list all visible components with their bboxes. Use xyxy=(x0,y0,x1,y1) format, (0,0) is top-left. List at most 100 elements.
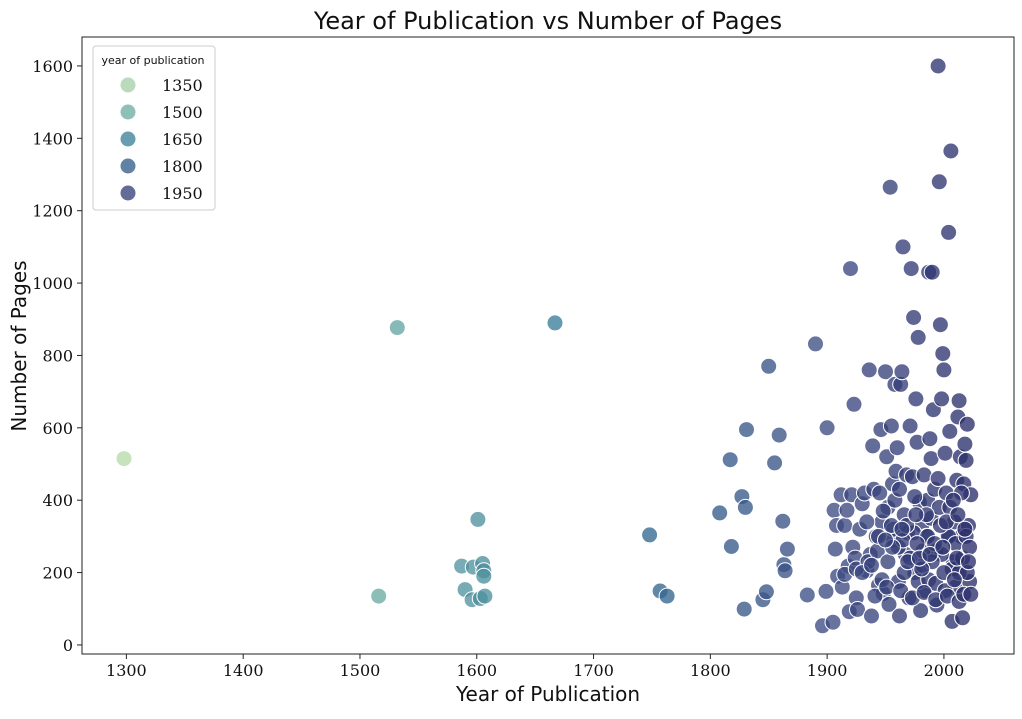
data-point xyxy=(931,316,949,334)
data-point xyxy=(902,260,920,278)
data-point xyxy=(824,613,842,631)
data-point xyxy=(878,578,896,596)
data-point xyxy=(766,454,784,472)
data-point xyxy=(546,314,564,332)
data-point xyxy=(388,319,406,337)
x-ticks: 1300 1400 1500 1600 1700 1800 1900 2000 xyxy=(106,654,964,680)
legend-label: 1350 xyxy=(162,76,203,95)
data-point xyxy=(778,540,796,558)
data-point xyxy=(658,587,676,605)
y-tick-label: 1000 xyxy=(32,274,73,293)
data-point xyxy=(940,223,958,241)
data-point xyxy=(950,392,968,410)
x-tick-label: 1600 xyxy=(456,661,497,680)
plot-frame xyxy=(81,36,1015,655)
data-point xyxy=(912,602,930,620)
x-tick-label: 1300 xyxy=(106,661,147,680)
x-tick-label: 1700 xyxy=(573,661,614,680)
data-point xyxy=(807,335,824,353)
data-point xyxy=(941,422,959,440)
legend-marker xyxy=(119,130,137,148)
data-point xyxy=(736,498,754,516)
data-point xyxy=(641,526,659,544)
y-ticks: 0 200 400 600 800 1000 1200 1400 1600 xyxy=(32,57,82,655)
data-point xyxy=(849,601,866,618)
legend-marker xyxy=(119,76,137,94)
data-point xyxy=(962,585,980,603)
y-axis-label: Number of Pages xyxy=(7,260,31,431)
legend-label: 1650 xyxy=(162,130,203,149)
data-point xyxy=(942,142,960,160)
data-point xyxy=(757,583,775,601)
y-tick-label: 800 xyxy=(42,346,73,365)
x-tick-label: 1400 xyxy=(223,661,264,680)
data-point xyxy=(936,444,954,462)
y-tick-label: 0 xyxy=(63,636,73,655)
legend-title: year of publication xyxy=(101,54,204,67)
data-point xyxy=(879,553,897,571)
y-tick-label: 400 xyxy=(42,491,73,510)
data-point xyxy=(956,520,974,538)
data-point xyxy=(909,328,927,346)
data-point xyxy=(882,417,900,435)
data-point xyxy=(891,480,908,498)
data-point xyxy=(949,506,967,524)
legend-marker xyxy=(119,184,137,202)
data-point xyxy=(915,466,933,484)
legend: year of publication 1350 1500 1650 1800 1950 xyxy=(92,45,216,211)
points-layer xyxy=(115,57,980,635)
data-point xyxy=(933,390,951,408)
data-point xyxy=(866,587,884,605)
data-point xyxy=(711,504,729,522)
data-point xyxy=(906,488,924,506)
data-point xyxy=(945,571,963,589)
data-point xyxy=(960,553,977,571)
data-point xyxy=(891,607,908,625)
legend-label: 1950 xyxy=(162,184,203,203)
legend-marker xyxy=(119,103,137,121)
data-point xyxy=(770,426,788,444)
data-point xyxy=(929,470,947,487)
chart-title: Year of Publication vs Number of Pages xyxy=(313,7,782,35)
data-point xyxy=(818,419,836,437)
x-tick-label: 1900 xyxy=(807,661,848,680)
data-point xyxy=(888,439,906,457)
x-tick-label: 1500 xyxy=(340,661,381,680)
data-point xyxy=(735,600,753,618)
data-point xyxy=(961,538,979,556)
data-point xyxy=(738,421,755,439)
y-tick-label: 1600 xyxy=(32,57,73,76)
data-point xyxy=(921,430,939,448)
data-point xyxy=(880,595,898,613)
data-point xyxy=(864,437,882,455)
data-point xyxy=(721,451,739,469)
data-point xyxy=(836,517,854,534)
legend-label: 1800 xyxy=(162,157,203,176)
data-point xyxy=(944,491,962,509)
data-point xyxy=(929,57,947,75)
data-point xyxy=(930,173,948,191)
data-point xyxy=(934,345,952,363)
data-point xyxy=(921,546,939,563)
y-tick-label: 1200 xyxy=(32,202,73,221)
data-point xyxy=(476,587,494,605)
data-point xyxy=(907,506,925,524)
data-point xyxy=(901,417,919,435)
data-point xyxy=(893,520,911,538)
data-point xyxy=(877,531,894,549)
data-point xyxy=(760,357,778,375)
data-point xyxy=(722,538,740,555)
data-point xyxy=(842,260,859,278)
data-point xyxy=(905,309,923,326)
y-tick-label: 1400 xyxy=(32,129,73,148)
data-point xyxy=(776,562,794,580)
data-point xyxy=(957,451,975,469)
y-tick-label: 200 xyxy=(42,564,73,583)
data-point xyxy=(774,512,792,530)
x-tick-label: 2000 xyxy=(924,661,965,680)
data-point xyxy=(845,395,863,413)
data-point xyxy=(798,586,816,604)
data-point xyxy=(863,607,880,625)
